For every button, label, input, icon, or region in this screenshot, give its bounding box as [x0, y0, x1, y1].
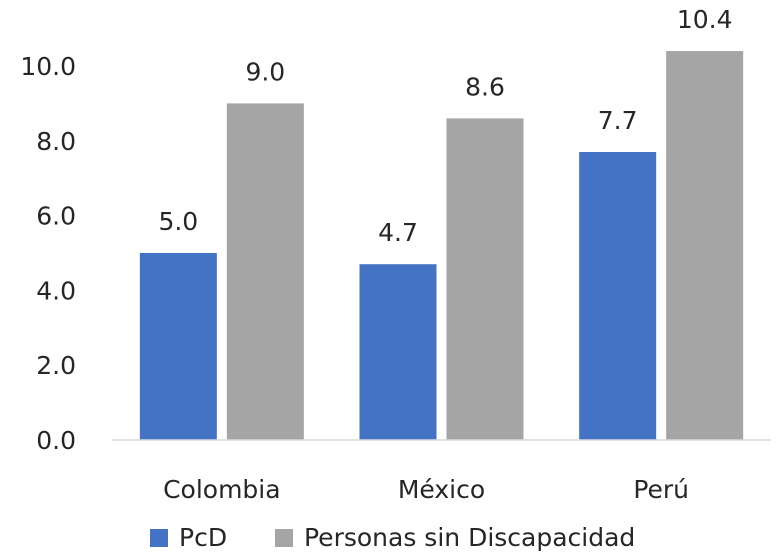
bar-sin-discapacidad	[226, 103, 304, 441]
legend-pcd-label: PcD	[179, 523, 227, 552]
bar-sin-discapacidad	[446, 118, 524, 441]
x-tick-label: Colombia	[163, 475, 280, 504]
y-tick-label: 10.0	[20, 52, 76, 81]
bar-pcd	[139, 253, 217, 440]
legend-sin-discapacidad-label: Personas sin Discapacidad	[304, 523, 635, 552]
data-label: 7.7	[598, 106, 638, 135]
bar-sin-discapacidad	[666, 51, 744, 440]
data-label: 4.7	[378, 218, 418, 247]
bar-pcd	[359, 264, 437, 440]
legend-pcd-swatch	[150, 529, 168, 547]
y-tick-label: 2.0	[36, 351, 76, 380]
bar-pcd	[579, 152, 657, 440]
y-tick-label: 0.0	[36, 426, 76, 455]
data-label: 5.0	[158, 207, 198, 236]
x-tick-label: Perú	[633, 475, 689, 504]
y-tick-label: 4.0	[36, 276, 76, 305]
legend-sin-discapacidad-swatch	[275, 529, 293, 547]
y-tick-label: 8.0	[36, 127, 76, 156]
x-tick-label: México	[398, 475, 485, 504]
data-label: 10.4	[677, 5, 733, 34]
y-tick-label: 6.0	[36, 202, 76, 231]
data-label: 8.6	[465, 72, 505, 101]
data-label: 9.0	[245, 57, 285, 86]
